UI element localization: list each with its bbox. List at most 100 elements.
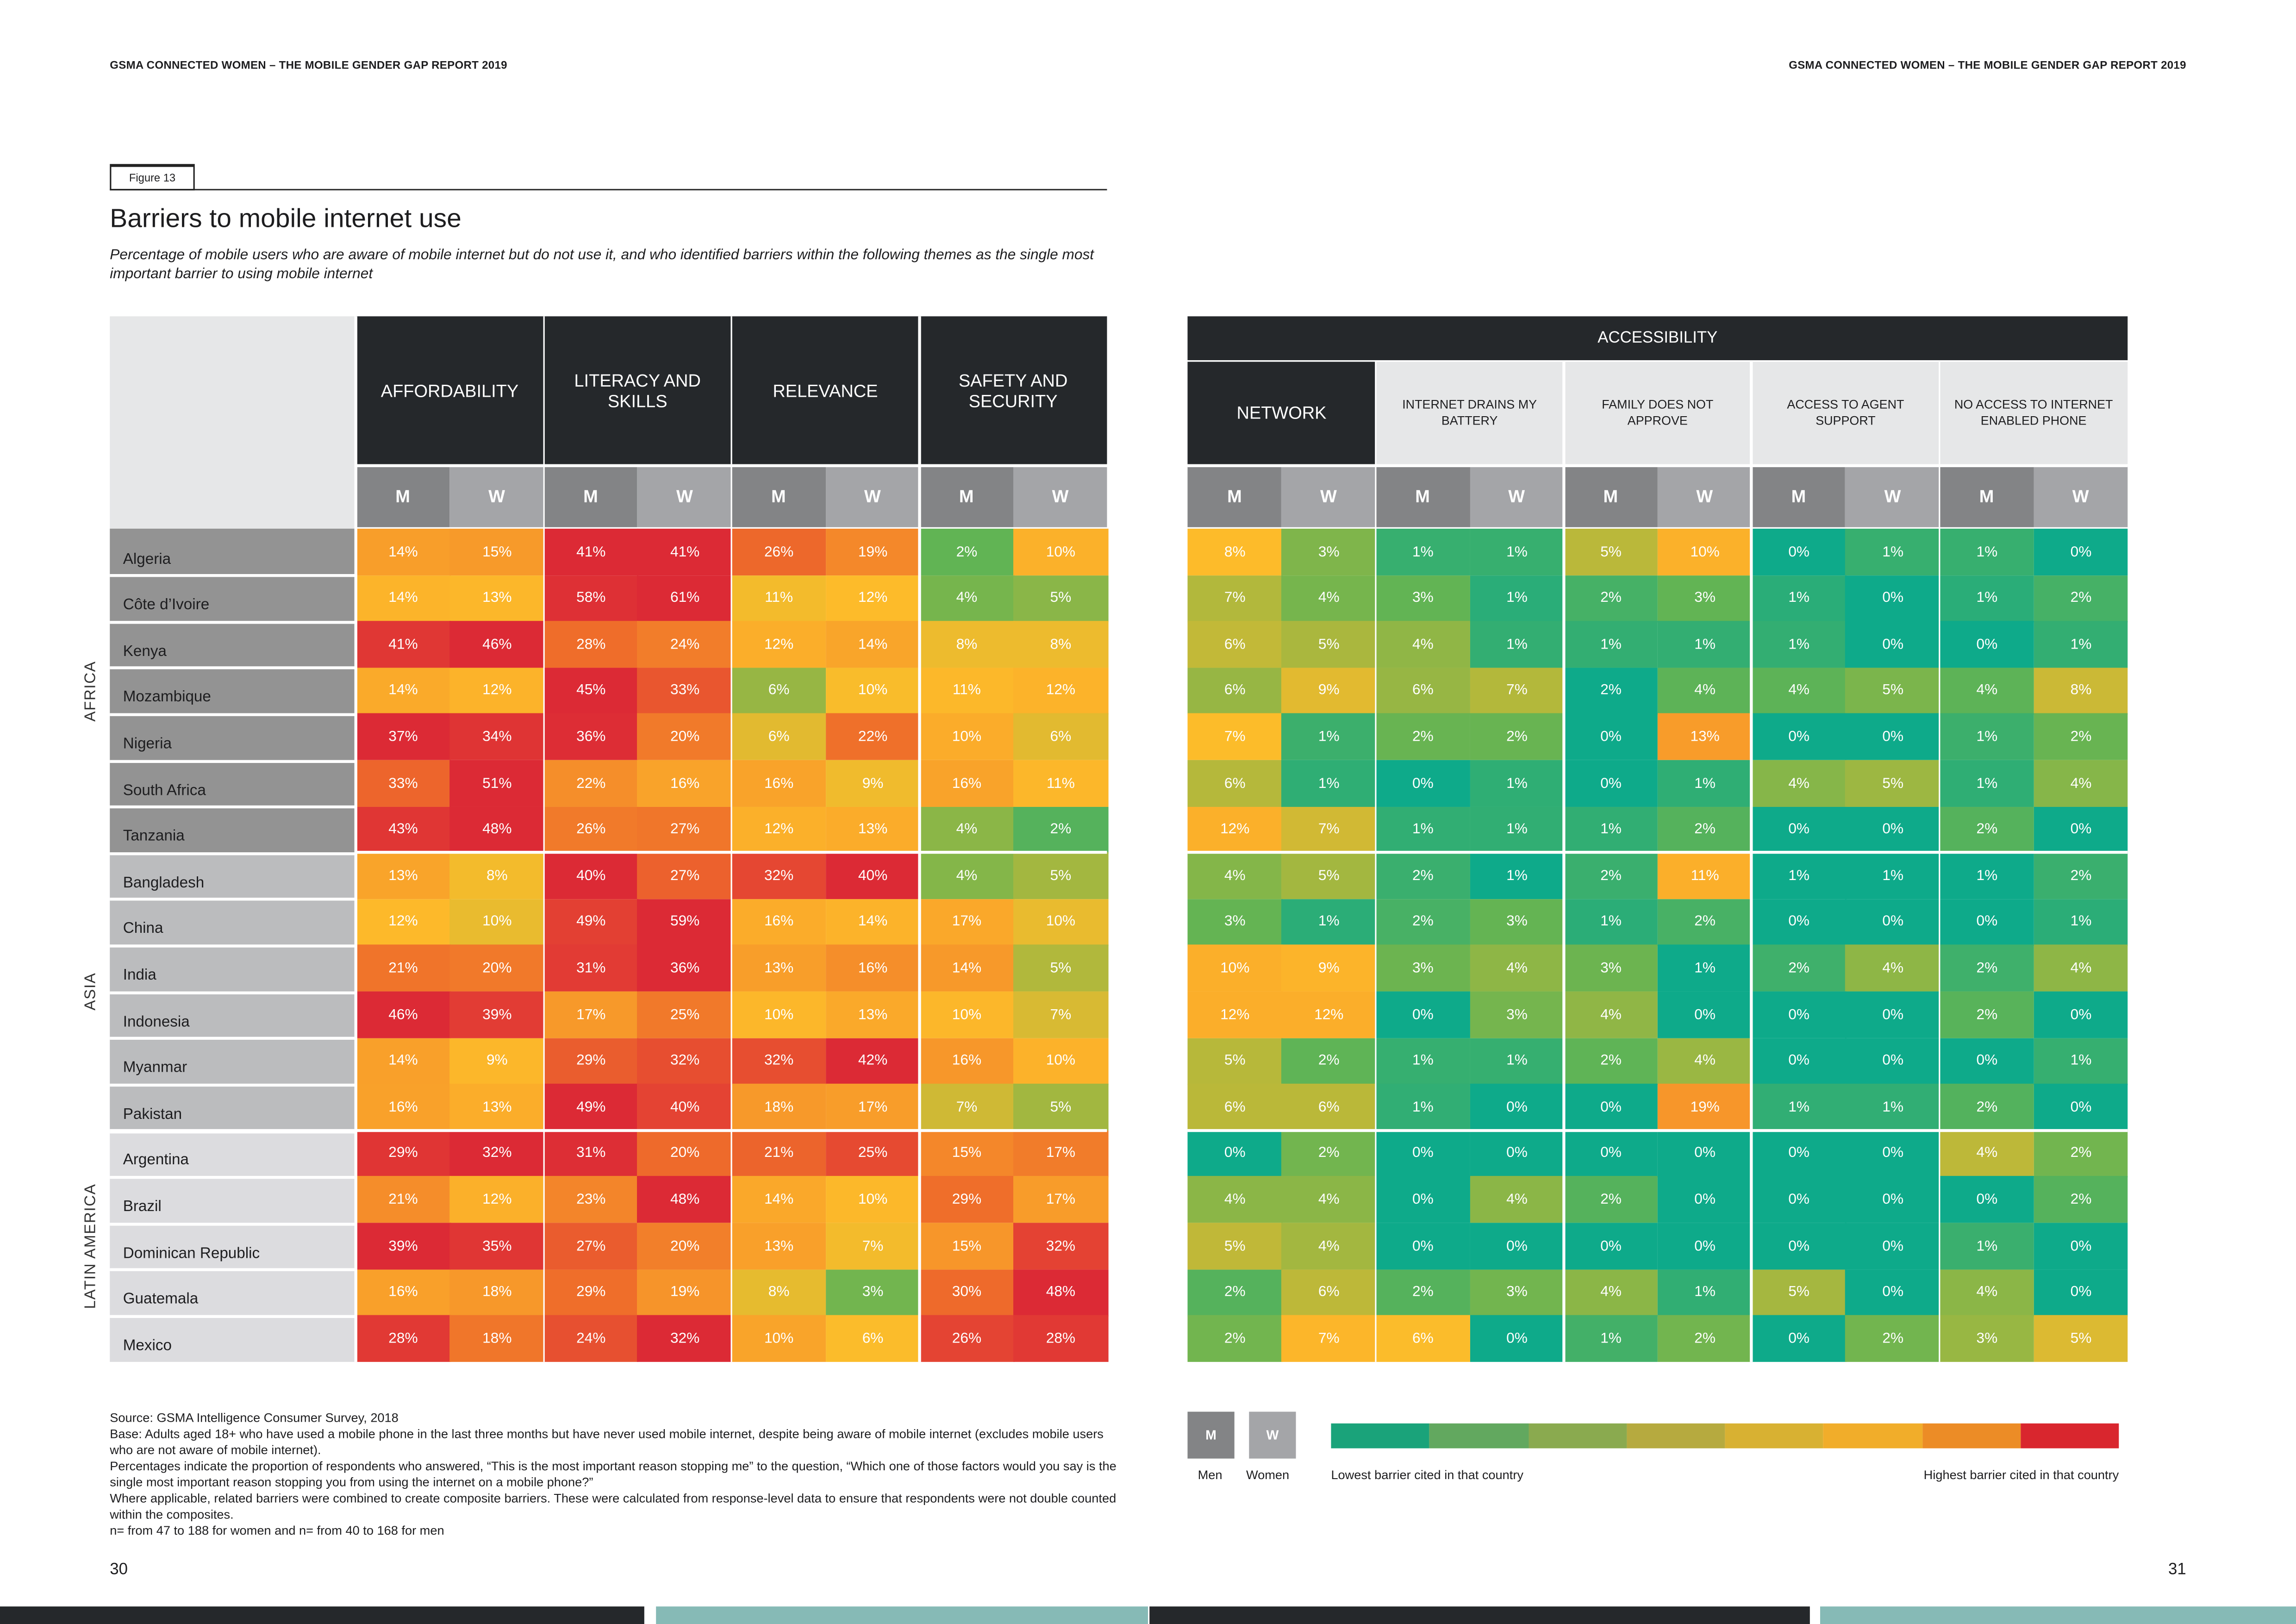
figure-rule: [110, 189, 1107, 191]
heatmap-cell: 2%: [1469, 713, 1565, 761]
heatmap-cell: 2%: [1563, 575, 1659, 622]
legend-color-step: [1528, 1423, 1627, 1449]
heatmap-cell: 1%: [1940, 575, 2034, 622]
heatmap-cell: 16%: [825, 945, 920, 993]
legend-men-label: Men: [1198, 1467, 1223, 1482]
heatmap-cell: 5%: [1013, 575, 1108, 622]
heatmap-cell: 5%: [1013, 945, 1108, 993]
row-divider: [110, 806, 356, 809]
heatmap-cell: 3%: [1375, 945, 1471, 993]
heatmap-cell: 0%: [1657, 1223, 1753, 1270]
row-divider: [110, 1129, 356, 1133]
heatmap-cell: 12%: [731, 621, 826, 668]
figure-subtitle: Percentage of mobile users who are aware…: [110, 247, 1094, 283]
heatmap-cell: 3%: [1281, 528, 1377, 576]
heatmap-cell: 22%: [825, 713, 920, 761]
heatmap-cell: 6%: [1187, 1084, 1283, 1131]
legend-color-step: [1823, 1423, 1922, 1449]
heatmap-cell: 6%: [1281, 1269, 1377, 1316]
heatmap-cell: 7%: [1281, 806, 1377, 854]
heatmap-cell: 4%: [1845, 945, 1940, 993]
heatmap-cell: 2%: [2034, 852, 2128, 900]
heatmap-cell: 1%: [1469, 575, 1565, 622]
heatmap-cell: 4%: [919, 575, 1014, 622]
heatmap-cell: 1%: [1281, 760, 1377, 807]
heatmap-cell: 7%: [825, 1223, 920, 1270]
heatmap-cell: 0%: [1940, 621, 2034, 668]
heatmap-cell: 0%: [2034, 1223, 2128, 1270]
heatmap-cell: 0%: [1657, 1130, 1753, 1177]
heatmap-cell: 2%: [1375, 899, 1471, 946]
heatmap-cell: 12%: [825, 575, 920, 622]
heatmap-cell: 1%: [1751, 852, 1847, 900]
heatmap-cell: 3%: [1469, 991, 1565, 1039]
heatmap-cell: 2%: [1281, 1130, 1377, 1177]
heatmap-cell: 36%: [637, 945, 732, 993]
women-column-header: W: [637, 465, 732, 527]
heatmap-cell: 31%: [543, 1130, 639, 1177]
heatmap-cell: 32%: [449, 1130, 545, 1177]
country-label: Argentina: [110, 1130, 356, 1177]
region-label: AFRICA: [82, 660, 100, 721]
heatmap-cell: 5%: [1013, 1084, 1108, 1131]
group-divider: [918, 316, 921, 1362]
legend-women-label: Women: [1246, 1467, 1290, 1482]
heatmap-cell: 1%: [1375, 806, 1471, 854]
heatmap-cell: 4%: [2034, 945, 2128, 993]
heatmap-cell: 20%: [449, 945, 545, 993]
heatmap-cell: 5%: [1013, 852, 1108, 900]
heatmap-cell: 26%: [919, 1315, 1014, 1362]
heatmap-cell: 11%: [1013, 760, 1108, 807]
heatmap-cell: 29%: [543, 1037, 639, 1085]
heatmap-cell: 3%: [1469, 1269, 1565, 1316]
heatmap-cell: 15%: [919, 1130, 1014, 1177]
heatmap-cell: 0%: [1751, 713, 1847, 761]
heatmap-cell: 4%: [1940, 1130, 2034, 1177]
men-column-header: M: [919, 465, 1014, 527]
heatmap-cell: 9%: [1281, 945, 1377, 993]
heatmap-cell: 1%: [1563, 806, 1659, 854]
men-column-header: M: [731, 465, 826, 527]
heatmap-cell: 1%: [1657, 945, 1753, 993]
table-corner: [110, 316, 356, 529]
group-divider: [730, 316, 733, 1362]
heatmap-cell: 49%: [543, 899, 639, 946]
heatmap-cell: 26%: [543, 806, 639, 854]
heatmap-cell: 0%: [1751, 806, 1847, 854]
heatmap-cell: 2%: [2034, 1130, 2128, 1177]
row-divider: [110, 852, 356, 856]
heatmap-cell: 0%: [1751, 991, 1847, 1039]
heatmap-cell: 17%: [1013, 1176, 1108, 1224]
heatmap-cell: 20%: [637, 1223, 732, 1270]
men-column-header: M: [1375, 465, 1470, 527]
heatmap-cell: 1%: [1845, 528, 1940, 576]
heatmap-cell: 9%: [449, 1037, 545, 1085]
heatmap-cell: 4%: [1281, 1223, 1377, 1270]
heatmap-cell: 1%: [1469, 1037, 1565, 1085]
heatmap-cell: 4%: [1657, 667, 1753, 715]
legend-low-label: Lowest barrier cited in that country: [1331, 1467, 1523, 1482]
heatmap-cell: 12%: [356, 899, 451, 946]
heatmap-cell: 16%: [919, 760, 1014, 807]
heatmap-cell: 2%: [1657, 806, 1753, 854]
heatmap-cell: 2%: [1563, 1037, 1659, 1085]
heatmap-cell: 3%: [1469, 899, 1565, 946]
heatmap-cell: 29%: [919, 1176, 1014, 1224]
heatmap-cell: 19%: [1657, 1084, 1753, 1131]
heatmap-cell: 10%: [449, 899, 545, 946]
women-column-header: W: [1013, 465, 1108, 527]
heatmap-cell: 12%: [731, 806, 826, 854]
heatmap-cell: 1%: [1940, 528, 2034, 576]
footer-bar-teal: [656, 1606, 1148, 1624]
heatmap-cell: 13%: [731, 945, 826, 993]
heatmap-cell: 45%: [543, 667, 639, 715]
heatmap-cell: 4%: [1281, 1176, 1377, 1224]
heatmap-cell: 1%: [2034, 1037, 2128, 1085]
heatmap-cell: 27%: [637, 806, 732, 854]
heatmap-cell: 1%: [1940, 1223, 2034, 1270]
heatmap-cell: 11%: [731, 575, 826, 622]
heatmap-cell: 0%: [1375, 1176, 1471, 1224]
heatmap-cell: 0%: [1469, 1130, 1565, 1177]
group-divider: [1374, 362, 1377, 1362]
